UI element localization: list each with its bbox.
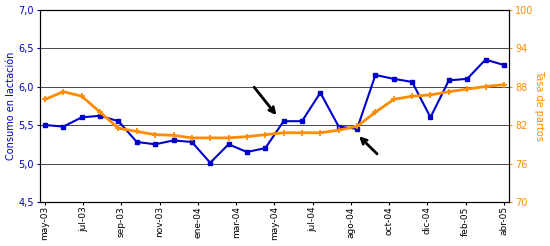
Y-axis label: Consumo en lactación: Consumo en lactación — [6, 52, 15, 160]
Y-axis label: Tasa de partos: Tasa de partos — [535, 70, 544, 141]
